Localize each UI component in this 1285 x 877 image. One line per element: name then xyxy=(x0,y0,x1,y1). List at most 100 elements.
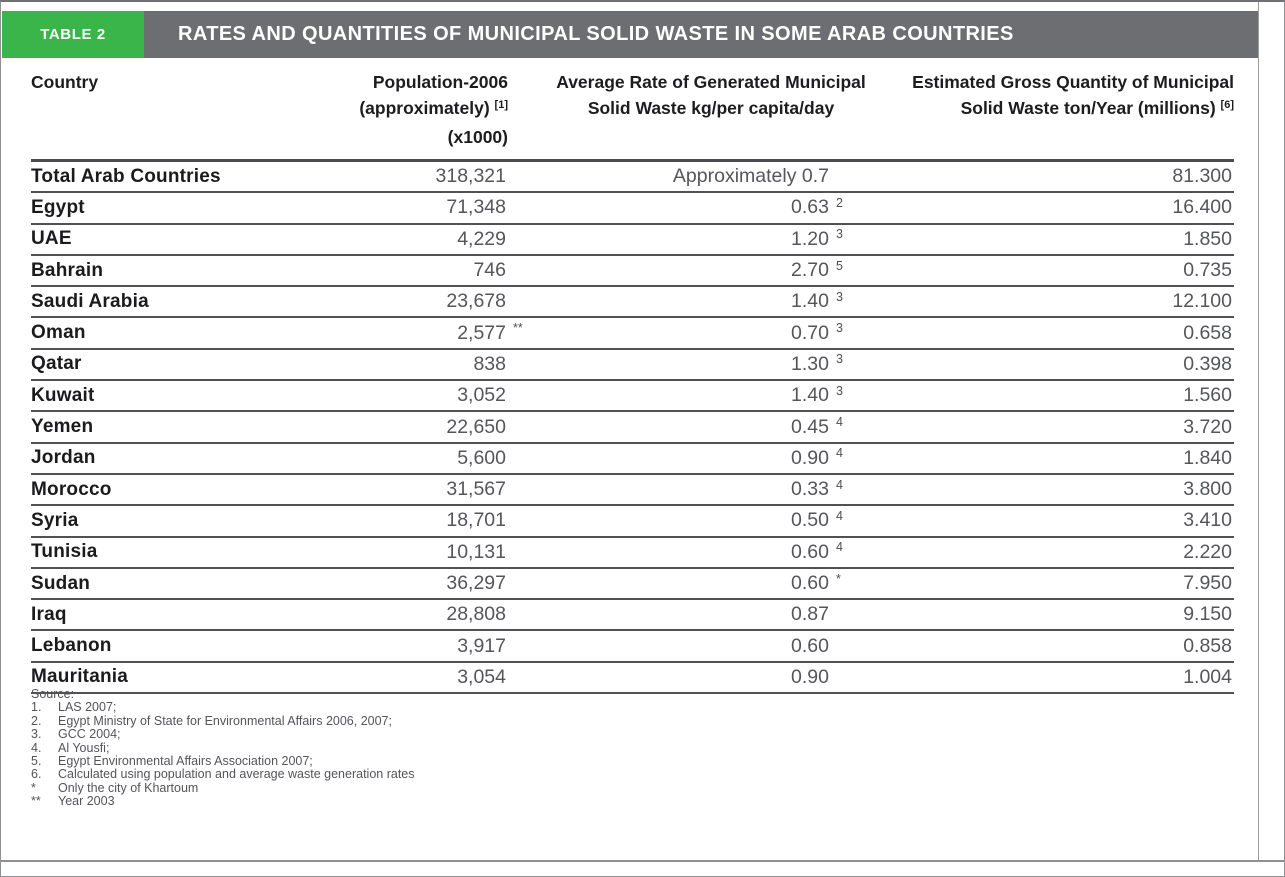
country-cell: Total Arab Countries xyxy=(31,165,221,187)
country-cell: Lebanon xyxy=(31,635,112,657)
country-cell: Bahrain xyxy=(31,259,104,281)
rate-cell: 0.60 xyxy=(791,634,829,657)
footnote-text: GCC 2004; xyxy=(58,727,121,742)
population-cell: 3,917 xyxy=(457,634,506,657)
rate-footnote-marker: 3 xyxy=(836,289,843,304)
population-cell: 5,600 xyxy=(457,446,506,469)
rate-footnote-marker: 4 xyxy=(836,415,843,430)
quantity-header-line2: Solid Waste ton/Year (millions) [6] xyxy=(960,98,1234,118)
rate-footnote-marker: 5 xyxy=(836,258,843,273)
population-cell: 4,229 xyxy=(457,227,506,250)
population-cell: 18,701 xyxy=(446,509,506,532)
population-cell: 2,577 xyxy=(457,321,506,344)
rate-footnote-marker: 3 xyxy=(836,321,843,336)
table-row: Saudi Arabia 23,678 1.40 3 12.100 xyxy=(31,287,1234,319)
quantity-cell: 9.150 xyxy=(1183,603,1232,626)
rate-footnote-marker: 3 xyxy=(836,227,843,242)
quantity-cell: 0.735 xyxy=(1183,259,1232,282)
table-row: Total Arab Countries 318,321 Approximate… xyxy=(31,162,1234,194)
footnote-marker: 4. xyxy=(31,740,42,755)
footnote-line: 4. Al Yousfi; xyxy=(31,740,415,755)
table-row: Mauritania 3,054 0.90 1.004 xyxy=(31,663,1234,695)
footnote-line: 2. Egypt Ministry of State for Environme… xyxy=(31,713,415,728)
footnote-marker: 2. xyxy=(31,713,42,728)
rate-cell: 1.30 xyxy=(791,352,829,375)
quantity-cell: 1.840 xyxy=(1183,446,1232,469)
footnote-text: Only the city of Khartoum xyxy=(58,780,199,795)
footnotes-section: Source: 1. LAS 2007; 2. Egypt Ministry o… xyxy=(31,687,415,809)
page-inner-right-border xyxy=(1258,2,1259,861)
quantity-cell: 1.850 xyxy=(1183,227,1232,250)
column-header-country: Country xyxy=(31,72,99,92)
footnote-text: Year 2003 xyxy=(58,794,115,809)
population-note-marker: ** xyxy=(513,321,523,336)
quantity-cell: 16.400 xyxy=(1172,196,1232,219)
rate-cell: 0.63 xyxy=(791,196,829,219)
table-row: Qatar 838 1.30 3 0.398 xyxy=(31,350,1234,382)
footnote-line: ** Year 2003 xyxy=(31,794,415,809)
population-header-line2: (approximately) [1] (x1000) xyxy=(359,98,508,147)
table-header-row: Country Population-2006 (approximately) … xyxy=(31,63,1234,162)
country-cell: Egypt xyxy=(31,196,85,218)
rate-footnote-marker: 2 xyxy=(836,195,843,210)
footnote-list: 1. LAS 2007; 2. Egypt Ministry of State … xyxy=(31,700,415,809)
population-cell: 746 xyxy=(473,259,506,282)
footnote-line: * Only the city of Khartoum xyxy=(31,780,415,795)
rate-header-line1: Average Rate of Generated Municipal xyxy=(556,72,866,92)
footnote-text: Al Yousfi; xyxy=(58,740,110,755)
country-cell: Kuwait xyxy=(31,384,95,406)
country-cell: Qatar xyxy=(31,353,82,375)
footnote-line: 5. Egypt Environmental Affairs Associati… xyxy=(31,754,415,769)
rate-footnote-marker: 4 xyxy=(836,508,843,523)
country-cell: UAE xyxy=(31,228,72,250)
rate-footnote-marker: 4 xyxy=(836,446,843,461)
population-cell: 318,321 xyxy=(435,165,507,188)
country-cell: Morocco xyxy=(31,478,112,500)
table-row: UAE 4,229 1.20 3 1.850 xyxy=(31,225,1234,256)
rate-cell: 1.20 xyxy=(791,227,829,250)
quantity-cell: 0.858 xyxy=(1183,634,1232,657)
footnote-marker: 1. xyxy=(31,700,42,715)
country-cell: Iraq xyxy=(31,603,67,625)
country-cell: Jordan xyxy=(31,447,96,469)
rate-cell: 0.90 xyxy=(791,446,829,469)
quantity-header-line1: Estimated Gross Quantity of Municipal xyxy=(912,72,1234,92)
table-title-bar: TABLE 2 RATES AND QUANTITIES OF MUNICIPA… xyxy=(2,11,1258,58)
table-body: Total Arab Countries 318,321 Approximate… xyxy=(31,162,1234,695)
table-row: Sudan 36,297 0.60 * 7.950 xyxy=(31,569,1234,601)
country-cell: Mauritania xyxy=(31,666,129,688)
country-cell: Sudan xyxy=(31,572,91,594)
table-row: Tunisia 10,131 0.60 4 2.220 xyxy=(31,538,1234,569)
rate-footnote-marker: * xyxy=(836,571,841,586)
population-cell: 31,567 xyxy=(446,478,506,501)
population-cell: 23,678 xyxy=(446,290,506,313)
population-cell: 3,052 xyxy=(457,384,506,407)
quantity-cell: 3.410 xyxy=(1183,509,1232,532)
rate-cell: 0.45 xyxy=(791,415,829,438)
footnote-text: LAS 2007; xyxy=(58,700,117,715)
country-cell: Yemen xyxy=(31,416,94,438)
country-cell: Syria xyxy=(31,509,79,531)
quantity-cell: 0.658 xyxy=(1183,321,1232,344)
page-bottom-rule xyxy=(1,860,1284,862)
table-row: Iraq 28,808 0.87 9.150 xyxy=(31,600,1234,632)
column-header-quantity: Estimated Gross Quantity of Municipal So… xyxy=(869,69,1234,150)
table-row: Egypt 71,348 0.63 2 16.400 xyxy=(31,193,1234,225)
footnote-ref-1: [1] xyxy=(494,99,508,111)
footnote-text: Egypt Environmental Affairs Association … xyxy=(58,754,313,769)
table-row: Kuwait 3,052 1.40 3 1.560 xyxy=(31,381,1234,413)
footnote-line: 1. LAS 2007; xyxy=(31,700,415,715)
rate-footnote-marker: 4 xyxy=(836,477,843,492)
rate-cell: 2.70 xyxy=(791,259,829,282)
quantity-cell: 2.220 xyxy=(1183,540,1232,563)
table-title: RATES AND QUANTITIES OF MUNICIPAL SOLID … xyxy=(144,11,1258,58)
quantity-cell: 81.300 xyxy=(1172,165,1232,188)
country-cell: Tunisia xyxy=(31,541,98,563)
rate-cell: 0.87 xyxy=(791,603,829,626)
rate-footnote-marker: 3 xyxy=(836,352,843,367)
table-row: Yemen 22,650 0.45 4 3.720 xyxy=(31,412,1234,444)
population-cell: 10,131 xyxy=(446,540,506,563)
footnote-marker: 5. xyxy=(31,754,42,769)
table-row: Lebanon 3,917 0.60 0.858 xyxy=(31,631,1234,663)
